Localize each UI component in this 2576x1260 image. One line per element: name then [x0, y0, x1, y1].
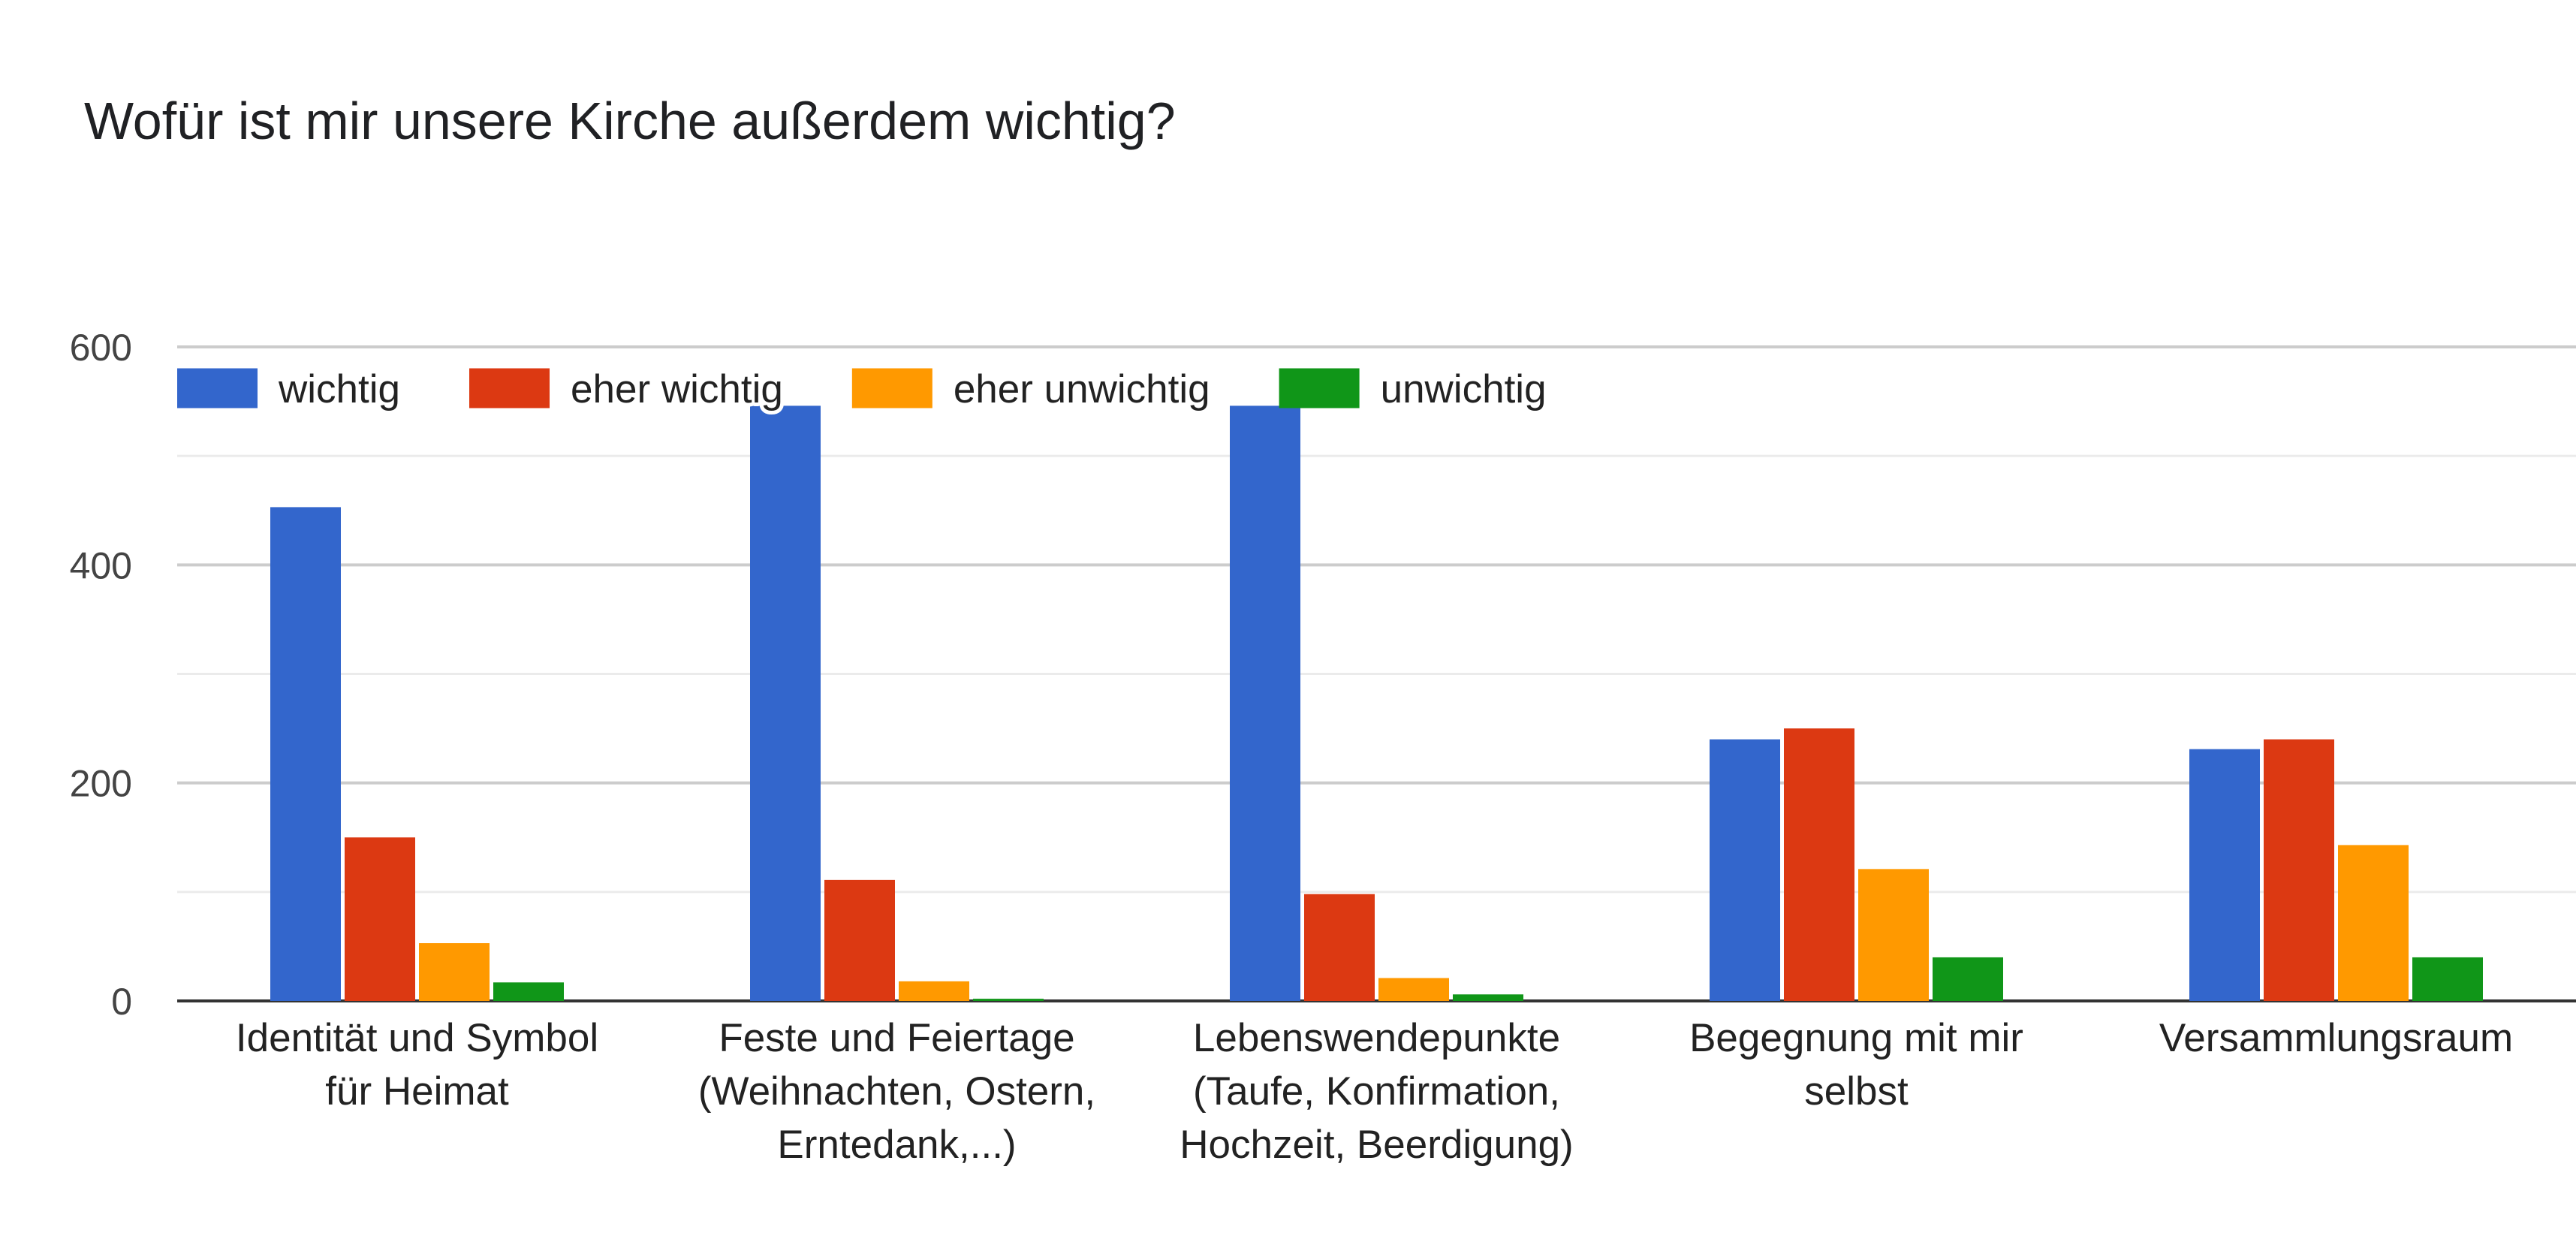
bar-eher-wichtig[interactable] — [345, 837, 415, 1001]
bar-eher-wichtig[interactable] — [1304, 894, 1375, 1001]
bar-wichtig[interactable] — [1230, 405, 1300, 1001]
bar-unwichtig[interactable] — [1453, 994, 1523, 1001]
legend: wichtig eher wichtig eher unwichtig unwicht… — [177, 363, 1550, 415]
bar-wichtig[interactable] — [270, 507, 341, 1001]
bar-wichtig[interactable] — [1710, 739, 1780, 1001]
bar-unwichtig[interactable] — [493, 982, 564, 1001]
x-category-label: (Weihnachten, Ostern, — [698, 1069, 1095, 1114]
x-category-label: Lebenswendepunkte — [1193, 1016, 1560, 1060]
bar-eher-wichtig[interactable] — [2264, 739, 2334, 1001]
bars — [270, 405, 2483, 1001]
legend-swatch-unwichtig — [1279, 368, 1360, 408]
y-tick-label: 400 — [70, 544, 132, 586]
x-category-label: Erntedank,...) — [777, 1123, 1016, 1167]
bar-eher-unwichtig[interactable] — [1378, 978, 1449, 1001]
bar-eher-wichtig[interactable] — [1784, 728, 1854, 1001]
x-category-label: Hochzeit, Beerdigung) — [1180, 1123, 1573, 1167]
bar-eher-unwichtig[interactable] — [2338, 845, 2409, 1001]
x-category-label: Identität und Symbol — [236, 1016, 598, 1060]
y-tick-label: 200 — [70, 763, 132, 805]
x-category-label: (Taufe, Konfirmation, — [1193, 1069, 1560, 1114]
x-category-label: für Heimat — [325, 1069, 509, 1114]
bar-unwichtig[interactable] — [2412, 957, 2483, 1001]
bar-wichtig[interactable] — [750, 405, 821, 1001]
legend-label-eher-wichtig: eher wichtig — [571, 367, 783, 411]
bar-unwichtig[interactable] — [1933, 957, 2003, 1001]
bar-eher-unwichtig[interactable] — [899, 981, 969, 1001]
x-category-label: Begegnung mit mir — [1689, 1016, 2023, 1060]
gridlines — [177, 345, 2576, 1002]
bar-eher-wichtig[interactable] — [824, 879, 895, 1001]
legend-swatch-wichtig — [177, 368, 258, 408]
bar-eher-unwichtig[interactable] — [419, 943, 490, 1001]
y-tick-label: 0 — [111, 981, 132, 1023]
x-axis-labels: Identität und Symbol für Heimat Feste und … — [236, 1016, 2513, 1167]
legend-label-unwichtig: unwichtig — [1381, 367, 1547, 411]
x-category-label: Versammlungsraum — [2159, 1016, 2513, 1060]
legend-label-wichtig: wichtig — [278, 367, 400, 411]
legend-swatch-eher-wichtig — [469, 368, 550, 408]
bar-unwichtig[interactable] — [973, 999, 1044, 1001]
x-category-label: selbst — [1804, 1069, 1909, 1114]
y-axis-ticks: 0 200 400 600 — [70, 327, 132, 1023]
legend-label-eher-unwichtig: eher unwichtig — [954, 367, 1210, 411]
y-tick-label: 600 — [70, 327, 132, 369]
x-category-label: Feste und Feiertage — [719, 1016, 1074, 1060]
bar-wichtig[interactable] — [2189, 749, 2260, 1001]
legend-swatch-eher-unwichtig — [851, 368, 932, 408]
bar-eher-unwichtig[interactable] — [1858, 869, 1929, 1001]
chart-title: Wofür ist mir unsere Kirche außerdem wic… — [84, 92, 1176, 150]
